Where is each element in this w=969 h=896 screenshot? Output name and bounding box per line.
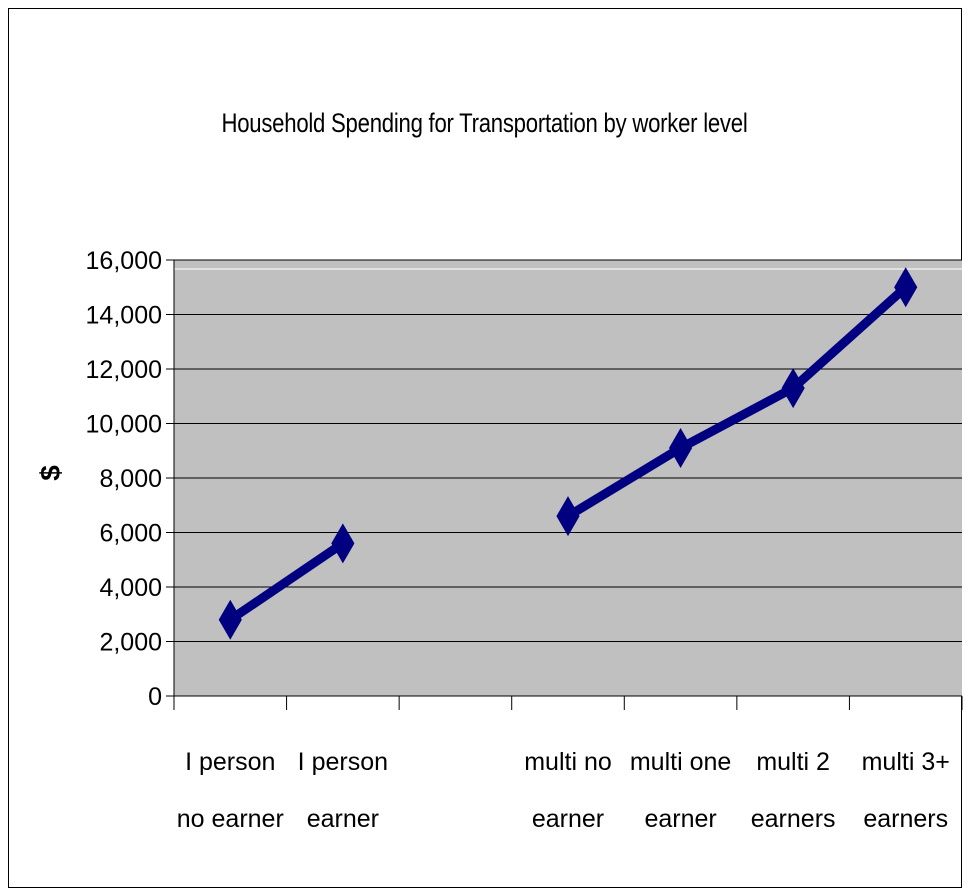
y-tick-label-14000: 14,000 [86,302,162,330]
x-axis-ticks: I person no earner I person earner multi no e… [173,696,963,833]
series-line-segment-0 [225,538,348,625]
y-tick-label-8000: 8,000 [99,465,162,493]
series-line-segment-1 [563,282,911,521]
y-axis-label: $ [35,465,66,481]
x-tick-label-0-1: no earner [177,805,284,833]
x-tick-label-3-0: multi no [524,748,612,776]
series-layer [218,267,918,640]
x-tick-label-5-0: multi 2 [756,748,830,776]
data-point-0 [218,599,242,640]
y-tick-label-10000: 10,000 [86,411,162,439]
x-tick-label-6-1: earners [863,805,948,833]
y-axis-ticks: 0 2,000 4,000 6,000 8,000 10,000 12,000 14,000 1… [86,247,174,711]
data-point-4 [668,428,693,469]
x-tick-label-1-0: I person [298,748,388,776]
y-tick-label-2000: 2,000 [99,629,162,657]
y-tick-label-12000: 12,000 [86,356,162,384]
x-tick-label-3-1: earner [532,805,604,833]
y-tick-label-6000: 6,000 [99,520,162,548]
x-tick-label-1-1: earner [307,805,379,833]
y-tick-label-0: 0 [148,683,162,711]
data-point-6 [894,267,918,308]
x-tick-label-4-0: multi one [630,748,731,776]
data-point-5 [781,368,805,409]
y-tick-label-16000: 16,000 [86,247,162,275]
x-tick-label-6-0: multi 3+ [862,748,950,776]
x-tick-label-5-1: earners [751,805,836,833]
chart-title: Household Spending for Transportation by… [221,108,748,138]
y-tick-label-4000: 4,000 [99,574,162,602]
x-tick-label-4-1: earner [644,805,716,833]
data-point-1 [331,523,355,564]
data-point-3 [556,496,580,537]
x-tick-label-0-0: I person [185,748,275,776]
